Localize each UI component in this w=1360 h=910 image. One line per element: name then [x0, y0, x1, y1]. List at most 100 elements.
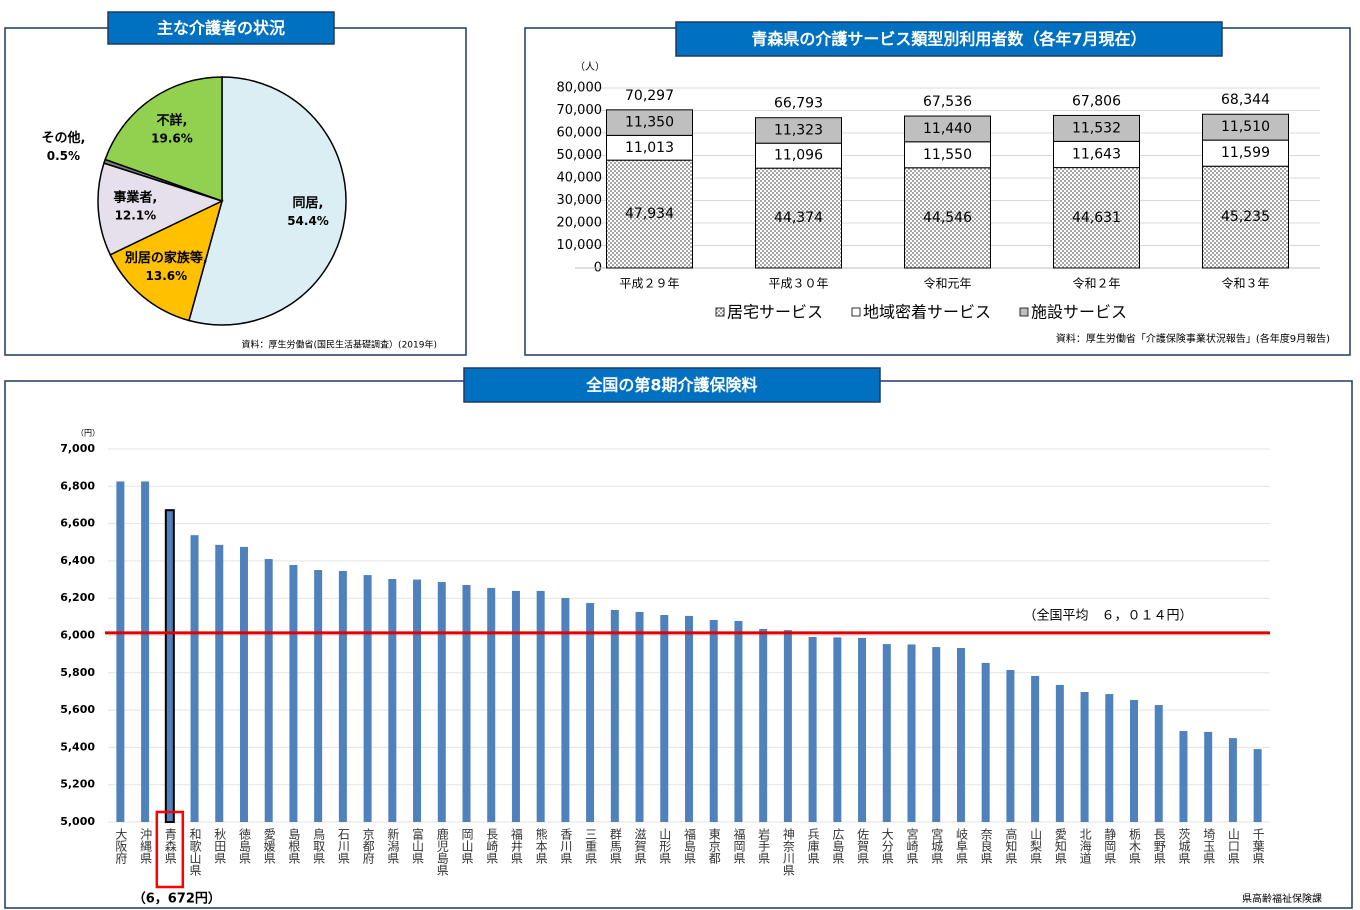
- y-tick-label: 5,200: [60, 778, 95, 791]
- data-label: 11,599: [1221, 145, 1270, 161]
- bar: [462, 584, 471, 822]
- x-tick-label: 群馬県: [608, 828, 622, 864]
- slice-value: 12.1%: [115, 208, 157, 222]
- x-tick-label: 岩手県: [757, 827, 771, 864]
- bar: [1253, 749, 1262, 822]
- bar: [487, 587, 496, 822]
- pie-slice: [188, 76, 347, 326]
- x-tick-label: 愛媛県: [262, 828, 276, 864]
- y-tick-label: 6,400: [60, 554, 95, 567]
- x-tick-label: 青森県: [163, 828, 177, 864]
- x-tick-label: 福井県: [509, 827, 523, 864]
- bar: [215, 544, 224, 822]
- bar: [116, 481, 125, 822]
- x-tick-label: 令和３年: [1221, 276, 1269, 291]
- bar: [239, 546, 248, 822]
- bar: [1204, 731, 1213, 822]
- bar: [1006, 670, 1015, 822]
- bar: [314, 570, 323, 822]
- title-box: [107, 11, 335, 45]
- bar: [1130, 700, 1139, 822]
- bar: [734, 620, 743, 822]
- y-tick-label: 5,600: [60, 703, 95, 716]
- total-label: 70,297: [625, 88, 674, 104]
- data-label: 11,323: [774, 122, 823, 138]
- y-tick-label: 6,000: [60, 629, 95, 642]
- x-tick-label: 三重県: [584, 828, 598, 864]
- bar: [783, 630, 792, 822]
- x-tick-label: 静岡県: [1103, 828, 1117, 864]
- x-tick-label: 新潟県: [386, 827, 400, 864]
- total-label: 66,793: [774, 96, 823, 112]
- average-label: （全国平均 ６，０１４円）: [1023, 607, 1192, 623]
- bar: [190, 535, 199, 822]
- bar: [635, 612, 644, 822]
- bar: [264, 559, 273, 822]
- x-tick-label: 兵庫県: [806, 828, 820, 864]
- x-tick-label: 福島県: [683, 827, 697, 864]
- y-tick-label: 50,000: [557, 148, 603, 163]
- y-tick-label: 60,000: [557, 126, 603, 141]
- bar: [981, 662, 990, 822]
- source-note: 資料：厚生労働省「介護保険事業状況報告」(各年度9月報告): [1056, 332, 1330, 345]
- x-tick-label: 宮城県: [930, 827, 944, 864]
- x-tick-label: 徳島県: [237, 827, 251, 864]
- x-tick-label: 山梨県: [1029, 828, 1043, 864]
- bar: [561, 598, 570, 822]
- bar: [413, 579, 422, 822]
- bar-segment: [1053, 167, 1140, 269]
- x-tick-label: 岡山県: [460, 828, 474, 864]
- x-tick-label: 佐賀県: [856, 828, 870, 864]
- bar: [388, 578, 397, 822]
- y-tick-label: 6,600: [60, 517, 95, 530]
- x-tick-label: 京都府: [361, 828, 375, 864]
- x-tick-label: 令和元年: [923, 276, 971, 291]
- bar: [536, 590, 545, 822]
- y-tick-label: 7,000: [60, 442, 95, 455]
- x-tick-label: 広島県: [831, 828, 845, 864]
- chart-title: 主な介護者の状況: [157, 19, 285, 38]
- source-note: 県高齢福祉保険課: [1242, 892, 1322, 905]
- title-box: [463, 367, 881, 403]
- legend-swatch: [851, 307, 861, 317]
- slice-value: 13.6%: [146, 269, 188, 283]
- x-tick-label: 神奈川県: [781, 828, 795, 876]
- x-tick-label: 茨城県: [1177, 828, 1191, 864]
- bar: [709, 620, 718, 822]
- highlight-box: [155, 810, 185, 889]
- x-tick-label: 令和２年: [1072, 276, 1120, 291]
- bar-segment: [755, 142, 842, 169]
- y-tick-label: 6,800: [60, 479, 95, 492]
- x-tick-label: 山形県: [658, 828, 672, 864]
- bar: [932, 647, 941, 822]
- bar: [610, 609, 619, 822]
- bar: [1228, 738, 1237, 822]
- bar-segment: [1202, 165, 1289, 269]
- data-label: 47,934: [625, 206, 674, 222]
- x-tick-label: 奈良県: [979, 828, 993, 864]
- data-label: 44,546: [923, 210, 972, 226]
- slice-label: 不詳,: [156, 113, 187, 129]
- y-tick-label: 40,000: [557, 171, 603, 186]
- legend-swatch: [715, 307, 725, 317]
- x-tick-label: 香川県: [559, 828, 573, 864]
- bar: [1031, 675, 1040, 822]
- y-tick-label: 5,000: [60, 815, 95, 828]
- bar: [511, 590, 520, 822]
- x-tick-label: 滋賀県: [633, 828, 647, 864]
- title-box: [675, 21, 1223, 57]
- x-tick-label: 北海道: [1078, 828, 1092, 864]
- source-note: 資料：厚生労働省(国民生活基礎調査）(2019年): [242, 339, 437, 351]
- slice-label: 事業者,: [113, 189, 157, 205]
- bar: [833, 637, 842, 822]
- slice-label: 別居の家族等,: [124, 250, 208, 266]
- x-tick-label: 東京都: [707, 828, 721, 864]
- total-label: 68,344: [1221, 92, 1270, 108]
- bar-segment: [1202, 113, 1289, 141]
- data-label: 11,440: [923, 121, 972, 137]
- x-tick-label: 鳥取県: [312, 827, 326, 864]
- data-label: 11,550: [923, 147, 972, 163]
- data-label: 11,510: [1221, 119, 1270, 135]
- legend-label: 居宅サービス: [727, 303, 823, 322]
- bar: [907, 644, 916, 822]
